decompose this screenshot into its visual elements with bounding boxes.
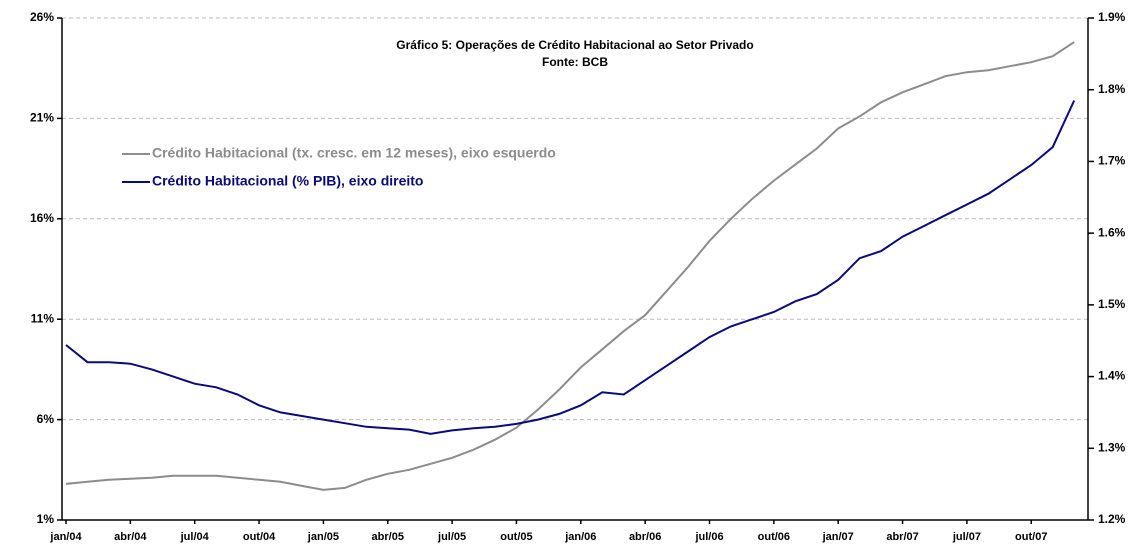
x-tick-label: jul/07 [952, 531, 981, 543]
x-tick-label: jan/05 [307, 531, 339, 543]
y-tick-label: 21% [30, 111, 54, 125]
chart-title: Gráfico 5: Operações de Crédito Habitaci… [396, 38, 753, 52]
y2-tick-label: 1.6% [1098, 225, 1126, 239]
y2-tick-label: 1.5% [1098, 297, 1126, 311]
y-tick-label: 11% [31, 311, 55, 325]
y2-tick-label: 1.4% [1098, 369, 1126, 383]
x-tick-label: out/07 [1015, 531, 1047, 543]
x-tick-label: jul/05 [437, 531, 466, 543]
y2-tick-label: 1.3% [1098, 440, 1126, 454]
x-tick-label: jul/06 [694, 531, 723, 543]
y2-tick-label: 1.2% [1098, 512, 1126, 526]
y-tick-label: 6% [37, 412, 55, 426]
legend-label: Crédito Habitacional (tx. cresc. em 12 m… [152, 145, 556, 161]
x-tick-label: abr/07 [886, 531, 918, 543]
series-line [65, 41, 1075, 491]
x-tick-label: out/05 [500, 531, 532, 543]
x-tick-label: out/04 [243, 531, 276, 543]
legend-label: Crédito Habitacional (% PIB), eixo direi… [152, 173, 423, 189]
x-tick-label: jan/06 [564, 531, 596, 543]
x-tick-label: abr/06 [629, 531, 661, 543]
y2-tick-label: 1.8% [1098, 82, 1126, 96]
x-tick-label: abr/05 [372, 531, 404, 543]
y-tick-label: 16% [30, 211, 54, 225]
y-tick-label: 26% [30, 10, 54, 24]
chart-subtitle: Fonte: BCB [542, 55, 608, 69]
series-line [65, 100, 1076, 435]
x-tick-label: out/06 [758, 531, 790, 543]
x-tick-label: abr/04 [114, 531, 147, 543]
y-tick-label: 1% [37, 512, 55, 526]
x-tick-label: jul/04 [180, 531, 210, 543]
y2-tick-label: 1.9% [1098, 10, 1126, 24]
x-tick-label: jan/04 [49, 531, 82, 543]
x-tick-label: jan/07 [822, 531, 854, 543]
y2-tick-label: 1.7% [1098, 154, 1126, 168]
